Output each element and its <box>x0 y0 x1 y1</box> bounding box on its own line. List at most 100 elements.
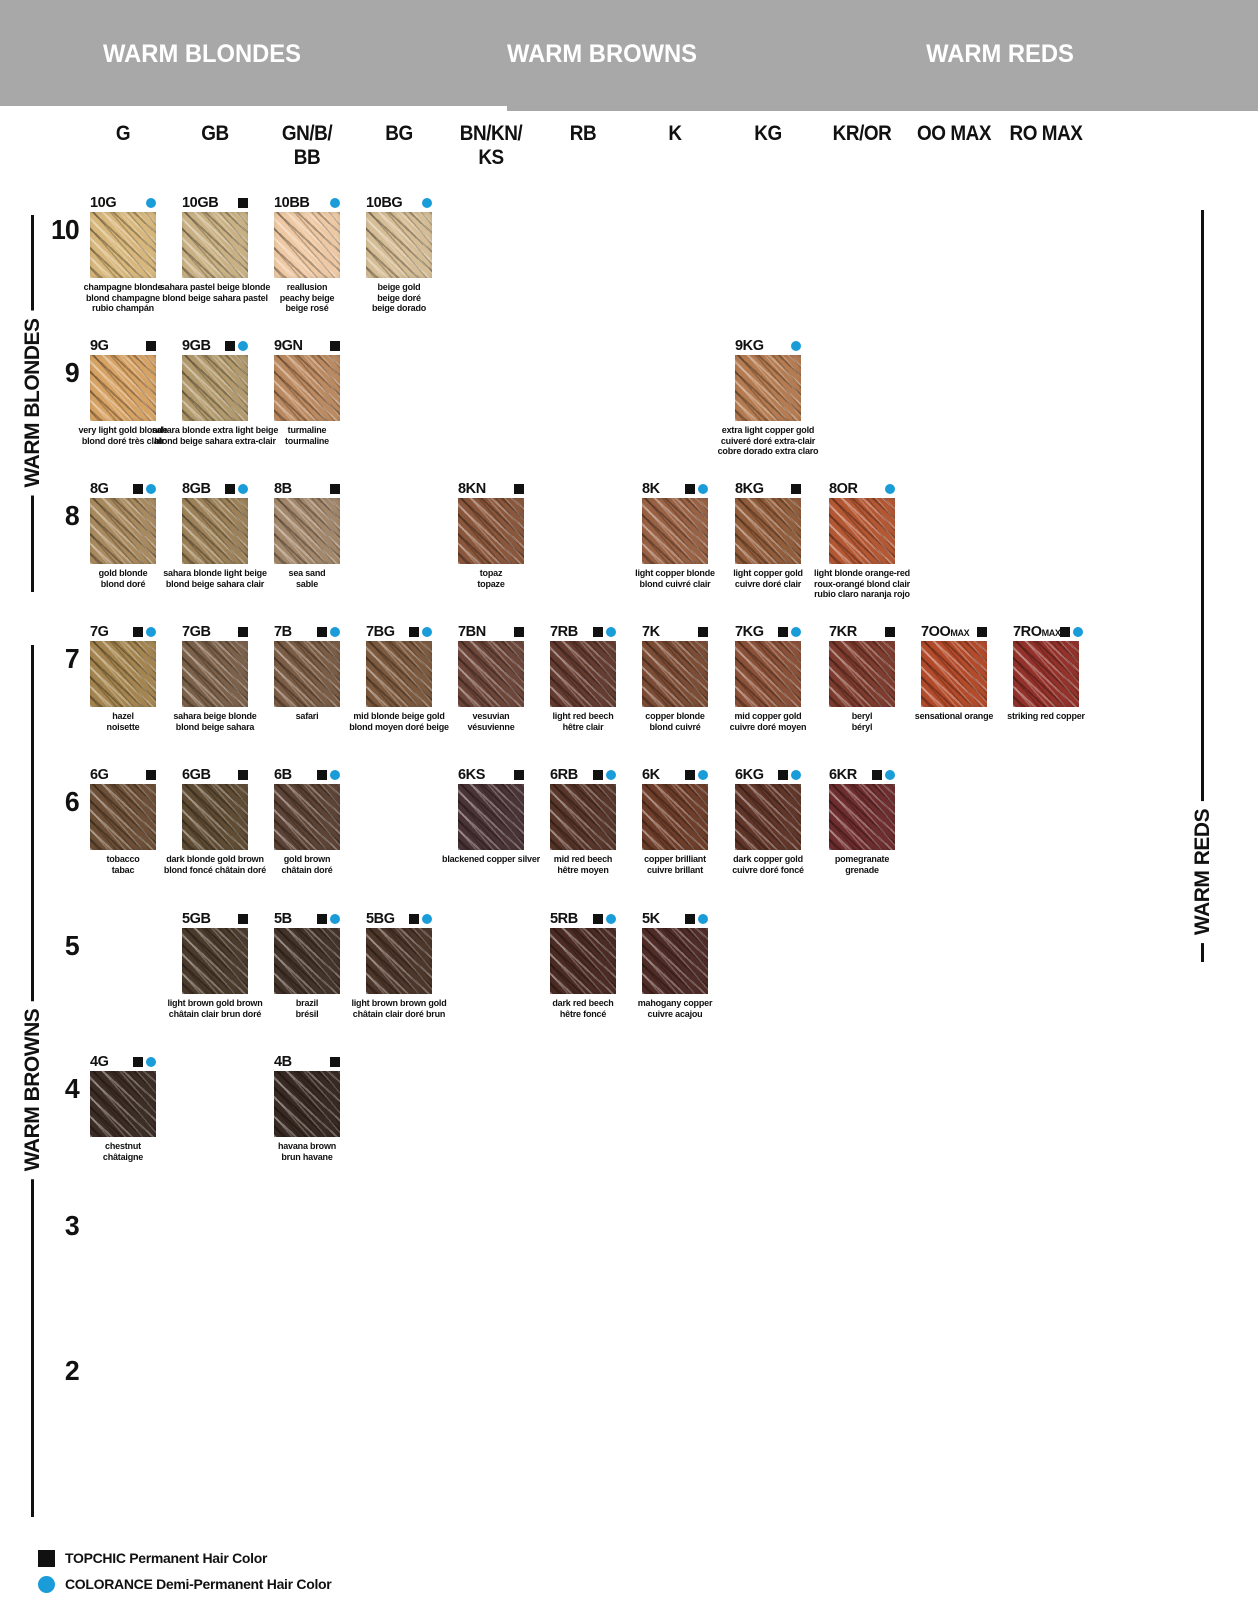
shade-markers <box>330 341 340 351</box>
shade-cell-6kr: 6KR pomegranate grenade <box>829 767 895 875</box>
colorance-marker-icon <box>791 627 801 637</box>
warm-reds-bracket-line <box>1201 210 1204 962</box>
shade-cell-8gb: 8GB sahara blonde light beige blond beige … <box>163 481 267 589</box>
shade-name-line: safari <box>295 711 319 721</box>
shade-markers <box>225 484 248 494</box>
shade-code: 9GB <box>182 338 211 354</box>
shade-names: light red beech hêtre clair <box>519 711 647 732</box>
hair-swatch-7bg <box>366 641 432 707</box>
shade-markers <box>409 627 432 637</box>
colorance-marker-icon <box>606 627 616 637</box>
shade-cell-header: 7BG <box>366 624 432 640</box>
shade-code: 8B <box>274 481 292 497</box>
shade-code: 6K <box>642 767 660 783</box>
shade-markers <box>133 484 156 494</box>
hair-swatch-7g <box>90 641 156 707</box>
shade-name-line: beige gold <box>377 282 421 292</box>
shade-name-line: cuivre acajou <box>647 1008 703 1019</box>
shade-markers <box>1060 627 1084 637</box>
colorance-marker-icon <box>330 914 340 924</box>
shade-name-line: blond beige sahara extra-clair <box>154 435 276 446</box>
shade-name-line: peachy beige <box>279 292 335 303</box>
shade-name-line: cuivre doré clair <box>734 578 802 589</box>
shade-cell-7rb: 7RB light red beech hêtre clair <box>550 624 616 732</box>
shade-cell-6ks: 6KS blackened copper silver <box>442 767 540 864</box>
shade-code: 5K <box>642 911 660 927</box>
shade-name-line: pomegranate <box>834 854 890 864</box>
shade-code: 5RB <box>550 911 578 927</box>
shade-name-line: noisette <box>106 721 140 732</box>
shade-names: sensational orange <box>890 711 1018 722</box>
shade-code: 10G <box>90 195 117 211</box>
column-header-bg: BG <box>385 122 413 145</box>
shade-name-line: topaz <box>479 568 503 578</box>
topchic-marker-icon <box>514 484 524 494</box>
column-header-oo-max: OO MAX <box>917 122 991 145</box>
shade-cell-header: 8OR <box>829 481 895 497</box>
shade-name-line: blond champagne <box>85 292 160 303</box>
shade-markers <box>317 770 340 780</box>
topchic-marker-icon <box>593 770 603 780</box>
shade-name-line: hazel <box>112 711 134 721</box>
shade-cell-header: 5RB <box>550 911 616 927</box>
shade-markers <box>146 198 156 208</box>
colorance-marker-icon <box>238 484 248 494</box>
colorance-marker-icon <box>791 341 801 351</box>
shade-markers <box>698 627 708 637</box>
column-header-ro-max: RO MAX <box>1009 122 1083 145</box>
shade-cell-header: 7K <box>642 624 708 640</box>
shade-names: beryl béryl <box>798 711 926 732</box>
hair-swatch-9g <box>90 355 156 421</box>
colorance-marker-icon <box>330 770 340 780</box>
shade-names: dark copper gold cuivre doré foncé <box>704 854 832 875</box>
colorance-marker-icon <box>422 627 432 637</box>
shade-markers <box>685 770 708 780</box>
shade-names: vesuvian vésuvienne <box>427 711 555 732</box>
row-level-8: 8 <box>64 500 80 531</box>
shade-markers <box>791 341 801 351</box>
shade-name-line: hêtre moyen <box>557 864 609 875</box>
shade-name-line: mahogany copper <box>637 998 713 1008</box>
shade-name-line: blond beige sahara clair <box>165 578 265 589</box>
shade-markers <box>977 627 987 637</box>
shade-cell-header: 6KS <box>458 767 524 783</box>
shade-code: 6GB <box>182 767 211 783</box>
hair-swatch-7k <box>642 641 708 707</box>
shade-cell-header: 9G <box>90 338 156 354</box>
topchic-marker-icon <box>225 484 235 494</box>
shade-names: havana brown brun havane <box>243 1141 371 1162</box>
hair-swatch-10gb <box>182 212 248 278</box>
hair-swatch-7kr <box>829 641 895 707</box>
hair-swatch-10bg <box>366 212 432 278</box>
hair-swatch-7oo <box>921 641 987 707</box>
topchic-marker-icon <box>330 341 340 351</box>
shade-names: reallusion peachy beige beige rosé <box>243 282 371 314</box>
shade-name-line: cuivre doré foncé <box>732 864 804 875</box>
shade-markers <box>133 627 156 637</box>
shade-name-line: blond cuivré clair <box>639 578 711 589</box>
shade-cell-header: 6GB <box>182 767 248 783</box>
shade-cell-header: 9KG <box>735 338 801 354</box>
shade-cell-5k: 5K mahogany copper cuivre acajou <box>638 911 713 1019</box>
shade-names: light blonde orange-red roux-orangé blond… <box>798 568 926 600</box>
shade-code: 4G <box>90 1054 109 1070</box>
topchic-marker-icon <box>685 484 695 494</box>
topchic-marker-icon <box>593 914 603 924</box>
shade-cell-7b: 7B safari <box>274 624 340 721</box>
hair-swatch-6b <box>274 784 340 850</box>
banner-section-warm-browns: WARM BROWNS <box>507 40 697 68</box>
hair-swatch-7bn <box>458 641 524 707</box>
shade-names: dark red beech hêtre foncé <box>519 998 647 1019</box>
hair-swatch-9gn <box>274 355 340 421</box>
shade-name-line: mid blonde beige gold <box>353 711 445 721</box>
topchic-marker-icon <box>885 627 895 637</box>
shade-cell-10bb: 10BB reallusion peachy beige beige rosé <box>274 195 340 313</box>
banner-section-warm-reds: WARM REDS <box>926 40 1074 68</box>
shade-cell-header: 8K <box>642 481 708 497</box>
colorance-marker-icon <box>698 770 708 780</box>
shade-cell-4g: 4G chestnut châtaigne <box>90 1054 156 1162</box>
shade-names: safari <box>243 711 371 722</box>
hair-swatch-6g <box>90 784 156 850</box>
column-header-rb: RB <box>569 122 597 145</box>
topchic-marker-icon <box>685 914 695 924</box>
